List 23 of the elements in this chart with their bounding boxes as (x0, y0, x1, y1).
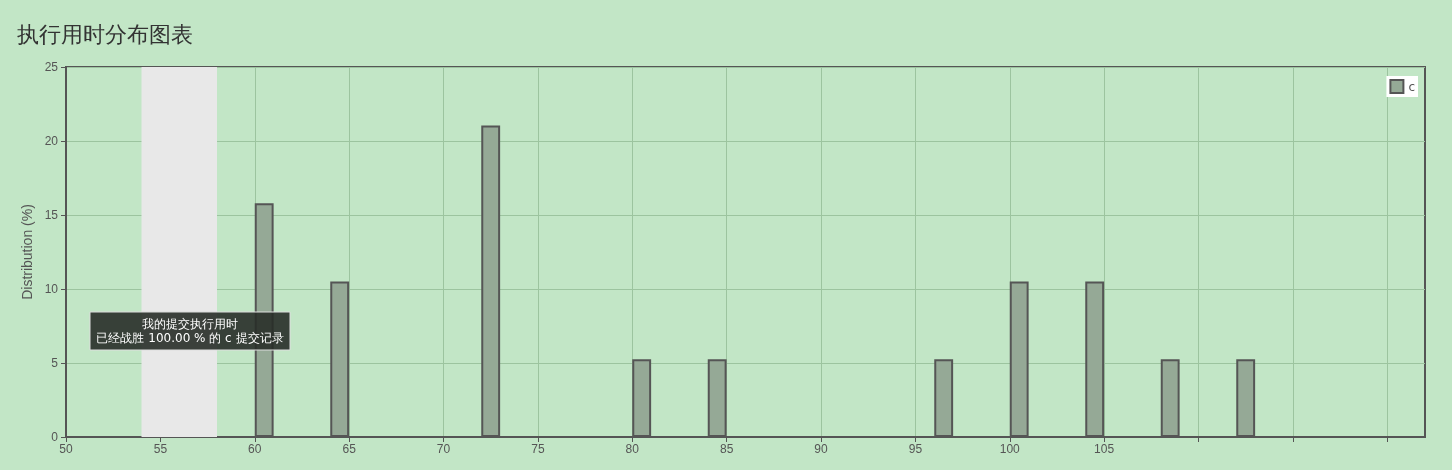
x-tick-label: 50 (59, 442, 73, 456)
y-tick-label: 25 (44, 60, 59, 74)
x-tick-label: 75 (531, 442, 545, 456)
x-tick-label: 100 (999, 442, 1021, 456)
y-tick-label: 20 (44, 134, 59, 148)
x-tick-label: 105 (1094, 442, 1115, 456)
x-tick-label: 65 (342, 442, 357, 456)
y-tick-label: 10 (44, 282, 59, 296)
y-tick-label: 0 (51, 430, 59, 444)
x-tick-label: 55 (153, 442, 168, 456)
x-tick-label: 90 (814, 442, 828, 456)
annotation: 已经战胜 100.00 % 的 c 提交记录 (96, 331, 284, 345)
legend-label: c (1408, 79, 1416, 94)
x-tick-label: 60 (248, 442, 262, 456)
y-tick-label: 5 (51, 356, 59, 370)
annotation: 我的提交执行用时 (142, 317, 238, 331)
y-tick-label: 15 (44, 208, 59, 222)
x-tick-label: 70 (436, 442, 451, 456)
chart-title: 执行用时分布图表 (17, 21, 193, 47)
y-axis-title: Distribution (%) (18, 204, 35, 300)
x-tick-label: 85 (719, 442, 734, 456)
x-tick-label: 80 (625, 442, 640, 456)
x-tick-label: 95 (908, 442, 923, 456)
